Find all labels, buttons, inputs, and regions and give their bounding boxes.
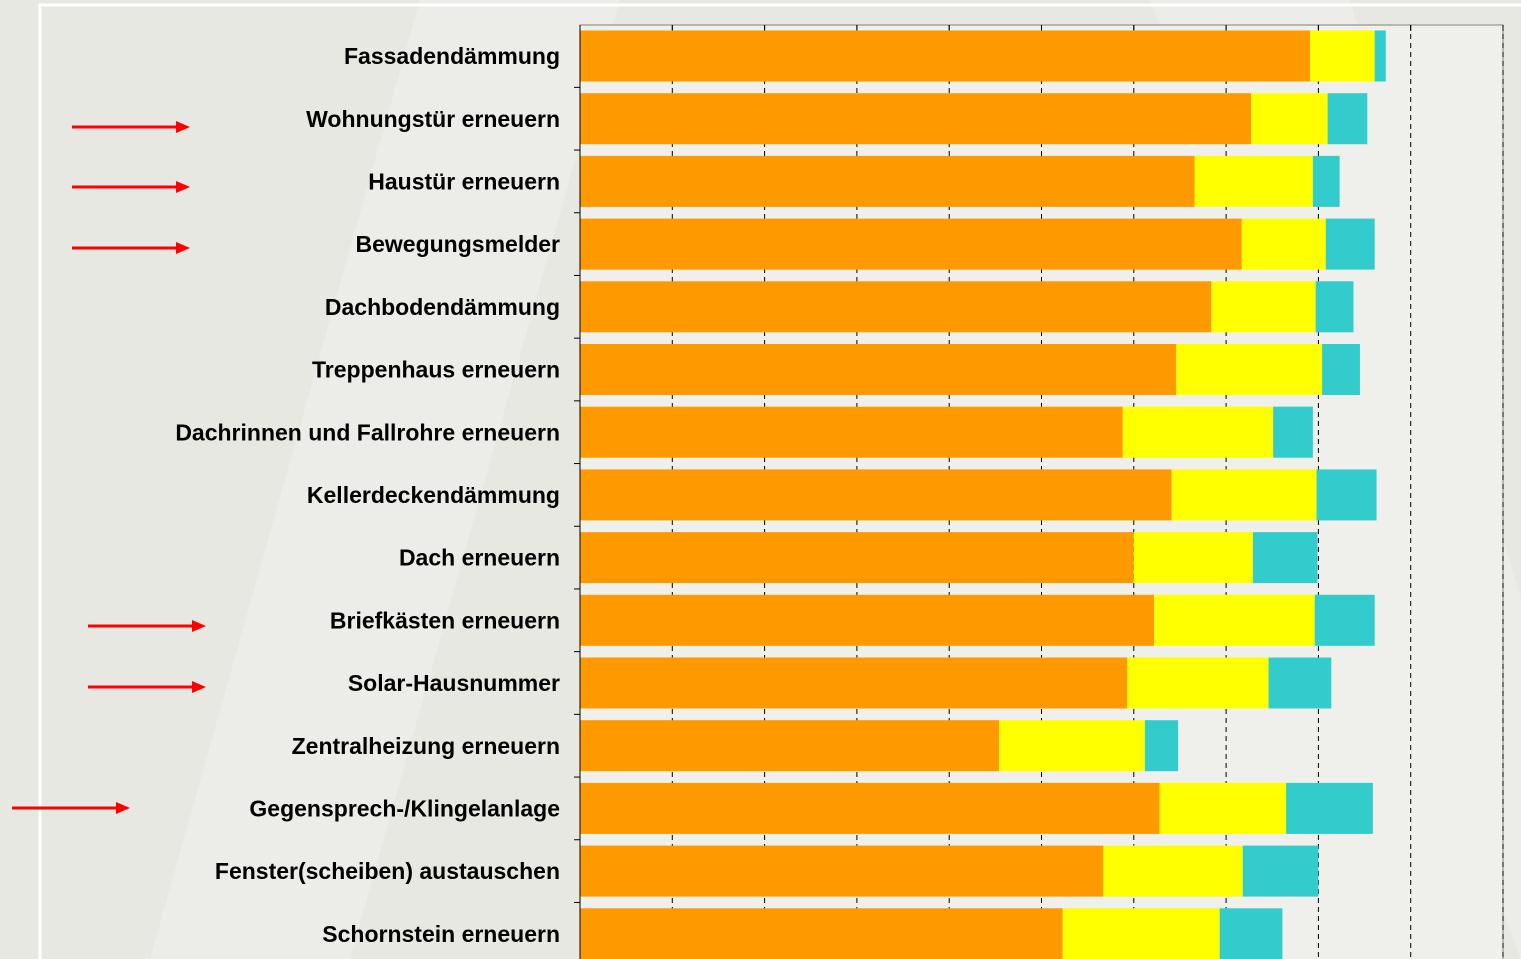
bar-segment	[1194, 155, 1313, 207]
bar-segment	[1251, 93, 1328, 145]
bar-segment	[580, 594, 1155, 646]
y-tick-label: Briefkästen erneuern	[330, 607, 560, 633]
bar-segment	[580, 845, 1104, 897]
bar-segment	[1374, 30, 1386, 82]
decor	[150, 0, 620, 959]
y-tick-label: Bewegungsmelder	[356, 231, 561, 257]
bar-segment	[1176, 344, 1323, 395]
y-tick-label: Dach erneuern	[399, 545, 560, 571]
bar-segment	[580, 218, 1242, 270]
bar-segment	[1327, 93, 1368, 145]
bar-segment	[580, 30, 1311, 82]
y-tick-label: Gegensprech-/Klingelanlage	[249, 795, 560, 821]
arrows	[12, 121, 206, 814]
y-tick-label: Wohnungstür erneuern	[306, 106, 560, 132]
y-tick-label: Zentralheizung erneuern	[292, 733, 560, 759]
bar-segment	[580, 657, 1128, 709]
bar-segment	[1062, 908, 1220, 959]
bar-segment	[580, 155, 1195, 207]
bar-segment	[580, 344, 1177, 395]
bar-segment	[1286, 782, 1373, 834]
bar-segment	[1312, 155, 1340, 207]
y-tick-label: Haustür erneuern	[368, 168, 560, 194]
bar-segment	[1211, 281, 1316, 333]
y-tick-label: Dachrinnen und Fallrohre erneuern	[175, 419, 560, 445]
bar-segment	[1159, 782, 1287, 834]
bar-segment	[1103, 845, 1243, 897]
bar-segment	[1314, 594, 1375, 646]
bar-segment	[1127, 657, 1269, 709]
y-tick-label: Dachbodendämmung	[325, 294, 560, 320]
bar-segment	[1133, 532, 1253, 584]
bar-segment	[1322, 344, 1360, 395]
bar-segment	[1219, 908, 1283, 959]
bar-segment	[1242, 845, 1319, 897]
y-tick-label: Schornstein erneuern	[322, 921, 560, 947]
bar-segment	[580, 469, 1172, 521]
bar-segment	[1154, 594, 1315, 646]
y-tick-label: Fenster(scheiben) austauschen	[215, 858, 560, 884]
bar-segment	[1171, 469, 1317, 521]
bar-segment	[1315, 281, 1354, 333]
y-tick-label: Kellerdeckendämmung	[307, 482, 560, 508]
bar-segment	[999, 720, 1145, 772]
bar-segment	[1316, 469, 1377, 521]
y-tick-label: Solar-Hausnummer	[348, 670, 560, 696]
bar-segment	[1310, 30, 1375, 82]
frame	[38, 3, 1521, 959]
bar-segment	[1273, 406, 1313, 458]
bar-segment	[580, 93, 1252, 145]
bar-segment	[580, 720, 1000, 772]
bar-segment	[1268, 657, 1332, 709]
y-tick-label: Treppenhaus erneuern	[312, 357, 560, 383]
bar-segment	[1122, 406, 1274, 458]
bar-segment	[1144, 720, 1179, 772]
bar-segment	[580, 406, 1123, 458]
bar-segment	[1252, 532, 1318, 584]
bar-segment	[1241, 218, 1326, 270]
bar-segment	[580, 782, 1160, 834]
bar-segment	[580, 908, 1063, 959]
y-tick-label: Fassadendämmung	[344, 43, 560, 69]
bar-segment	[580, 281, 1212, 333]
bar-segment	[1325, 218, 1375, 270]
bar-segment	[580, 532, 1134, 584]
